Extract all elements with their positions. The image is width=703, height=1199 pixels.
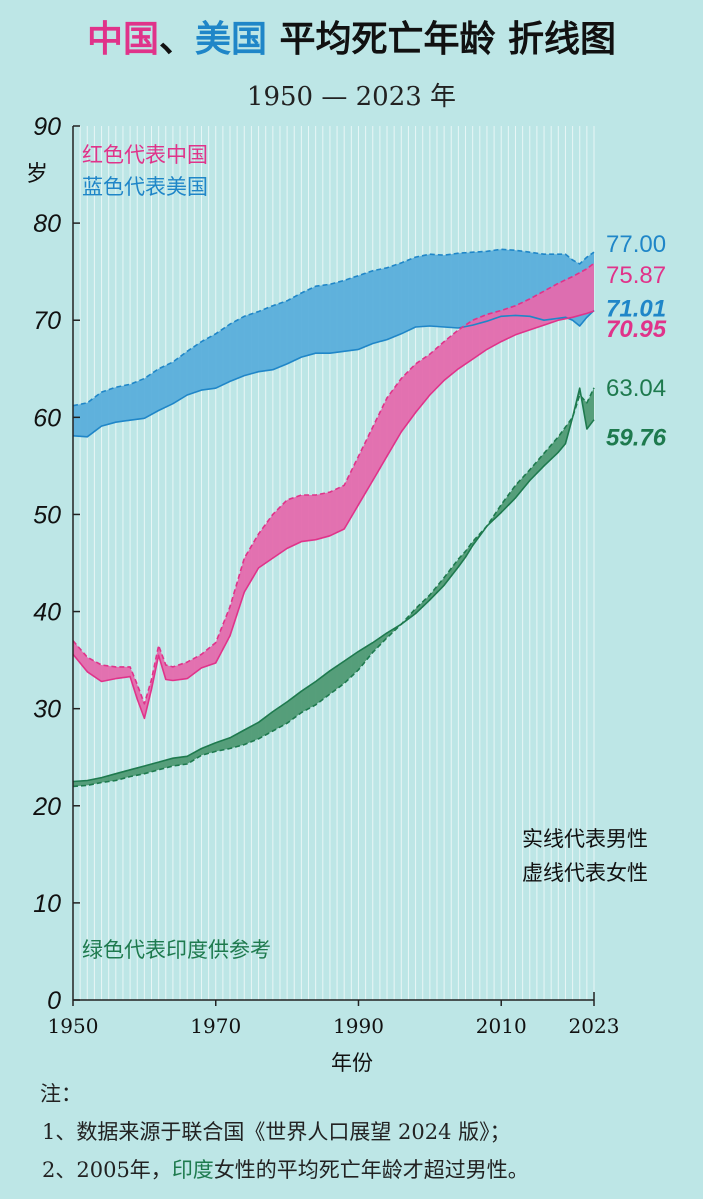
x-tick-label-1970: 1970 [190, 1014, 241, 1038]
gap-bands [73, 249, 594, 787]
note-line-2: 2、2005年，印度女性的平均死亡年龄才超过男性。 [42, 1154, 690, 1184]
line-china_female [72, 262, 595, 705]
note-line-2-suffix: 女性的平均死亡年龄才超过男性。 [213, 1158, 529, 1182]
tick-labels: 0 10 20 30 40 50 60 70 80 90 1950 1970 1990 2010 2023 [32, 113, 619, 1038]
page-title: 中国、美国 平均死亡年龄 折线图 [0, 10, 703, 62]
line-usa_female [72, 248, 595, 407]
x-tick-label-1950: 1950 [48, 1014, 99, 1038]
y-tick-label-90: 90 [33, 113, 61, 141]
line-india_female [72, 387, 595, 788]
end-label-usa-male: 71.01 [606, 295, 666, 322]
line-india_male [72, 387, 595, 783]
end-label-usa-female: 77.00 [606, 231, 666, 258]
y-tick-label-40: 40 [33, 599, 61, 627]
title-china: 中国 [86, 19, 159, 60]
x-tick-label-2023: 2023 [569, 1014, 620, 1038]
series-lines [72, 248, 595, 788]
legend-india: 绿色代表印度供参考 [82, 938, 271, 962]
y-tick-label-10: 10 [33, 890, 61, 918]
end-label-india-female: 63.04 [606, 375, 666, 402]
axes [72, 125, 595, 1006]
y-tick-label-0: 0 [47, 987, 61, 1015]
legend-dashed-female: 虚线代表女性 [522, 861, 648, 885]
end-label-china-female: 75.87 [606, 262, 666, 289]
y-tick-label-80: 80 [33, 210, 61, 238]
end-label-china-male: 70.95 [606, 316, 667, 343]
note-line-1: 1、数据来源于联合国《世界人口展望 2024 版》； [42, 1120, 511, 1144]
title-separator: 、 [158, 19, 195, 60]
x-axis-label: 年份 [331, 1051, 373, 1075]
x-tick-label-1990: 1990 [333, 1014, 384, 1038]
line-china_male [72, 310, 595, 720]
legend-solid-male: 实线代表男性 [522, 827, 648, 851]
line-usa_male [72, 309, 595, 438]
y-tick-label-70: 70 [33, 307, 61, 335]
note-line-2-prefix: 2、2005年， [42, 1158, 172, 1182]
x-tick-label-2010: 2010 [476, 1014, 527, 1038]
title-rest: 平均死亡年龄 折线图 [266, 19, 617, 60]
band-china [73, 263, 594, 719]
title-usa: 美国 [194, 19, 267, 60]
end-label-india-male: 59.76 [606, 425, 667, 452]
note-line-2-india: 印度 [171, 1158, 214, 1182]
y-tick-label-30: 30 [33, 696, 61, 724]
subtitle: 1950 — 2023 年 [246, 82, 457, 112]
y-axis-unit-label: 岁 [26, 162, 48, 187]
legend-china: 红色代表中国 [82, 143, 208, 167]
notes-heading: 注： [40, 1082, 82, 1106]
band-usa [73, 249, 594, 437]
notes: 注： 1、数据来源于联合国《世界人口展望 2024 版》； 2、2005年，印度… [40, 1078, 690, 1192]
y-tick-label-20: 20 [32, 793, 61, 821]
y-tick-label-60: 60 [33, 404, 61, 432]
y-tick-label-50: 50 [33, 501, 61, 529]
legend-usa: 蓝色代表美国 [82, 175, 208, 199]
